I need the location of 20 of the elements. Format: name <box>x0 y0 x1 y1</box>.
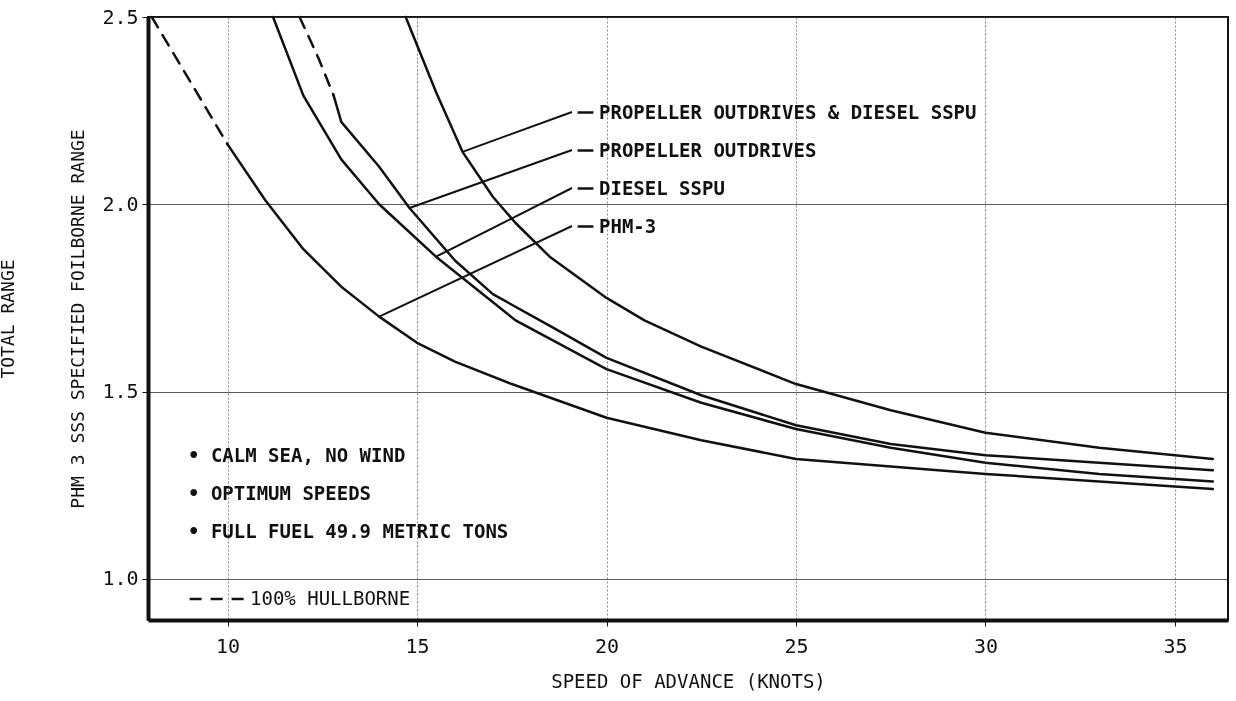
y-tick-label: 1.5 <box>102 379 139 404</box>
y-tick-label: 2.5 <box>102 4 139 29</box>
text: TOTAL RANGE PHM 3 SSS SPECIFIED FOILBORNE RANGE <box>0 129 89 509</box>
legend-label: PROPELLER OUTDRIVES <box>599 138 817 161</box>
annotation: • OPTIMUM SPEEDS <box>188 482 372 504</box>
x-tick-label: 35 <box>1163 633 1188 658</box>
x-tick-label: 20 <box>594 633 620 658</box>
annotation: • CALM SEA, NO WIND <box>188 444 406 466</box>
legend-label: PHM-3 <box>599 214 657 237</box>
y-tick-label: 2.0 <box>102 191 139 216</box>
legend-label: DIESEL SSPU <box>599 176 725 199</box>
x-tick-label: 30 <box>973 633 999 658</box>
x-tick-label: 10 <box>216 633 241 658</box>
x-tick-label: 15 <box>405 633 430 658</box>
y-tick-label: 1.0 <box>102 566 139 591</box>
legend-label: PROPELLER OUTDRIVES & DIESEL SSPU <box>599 100 977 123</box>
x-tick-label: 25 <box>784 633 809 658</box>
annotation: • FULL FUEL 49.9 METRIC TONS <box>188 520 509 542</box>
legend-label: 100% HULLBORNE <box>250 587 411 609</box>
x-axis-title: SPEED OF ADVANCE (KNOTS) <box>551 669 826 692</box>
